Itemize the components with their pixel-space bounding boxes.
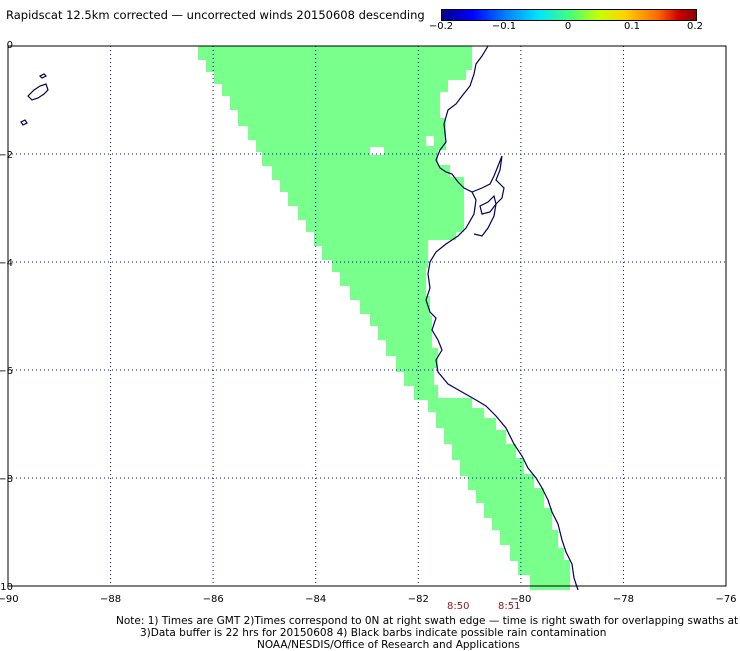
colorbar-tick: 0.1 [624, 21, 640, 32]
data-gap [370, 147, 384, 155]
note-line-3: NOAA/NESDIS/Office of Research and Appli… [257, 639, 520, 651]
coastline [425, 45, 579, 591]
lon-tick-label: −80 [510, 594, 531, 605]
note-line-1: Note: 1) Times are GMT 2)Times correspon… [116, 615, 740, 627]
lon-tick-label: −84 [305, 594, 326, 605]
wind-difference-swath [192, 46, 570, 590]
lat-tick-label: −2 [0, 150, 13, 161]
island [20, 119, 28, 126]
colorbar-tick: 0 [564, 21, 572, 32]
lat-tick-label: −8 [0, 474, 13, 485]
lat-tick-label: −6 [0, 366, 13, 377]
lon-tick-label: −86 [203, 594, 224, 605]
lon-tick-label: −78 [613, 594, 634, 605]
lon-tick-label: −76 [715, 594, 736, 605]
coastline [471, 155, 505, 237]
colorbar [441, 9, 697, 21]
island [479, 194, 497, 215]
lon-tick-label: −82 [408, 594, 429, 605]
lon-tick-label: −88 [100, 594, 121, 605]
map-title: Rapidscat 12.5km corrected — uncorrected… [6, 8, 425, 22]
axis-tick-labels: −90 −88 −86 −84 −82 −80 −78 −76 0 −2 −4 −6 −8 −10 [0, 40, 737, 605]
colorbar-tick: 0.2 [687, 21, 703, 32]
lat-tick-label: −4 [0, 258, 13, 269]
lat-tick-label: −10 [0, 582, 13, 593]
island [38, 73, 48, 79]
data-gap [426, 136, 434, 146]
colorbar-tick: −0.2 [428, 21, 454, 32]
colorbar-tick: −0.1 [491, 21, 517, 32]
swath-time-label: 8:50 [447, 601, 470, 612]
lat-tick-label: 0 [7, 40, 13, 51]
note-line-2: 3)Data buffer is 22 hrs for 20150608 4) … [140, 627, 607, 639]
island [27, 83, 49, 101]
swath-time-label: 8:51 [498, 601, 521, 612]
lon-tick-label: −90 [0, 594, 19, 605]
map-frame [7, 45, 727, 587]
